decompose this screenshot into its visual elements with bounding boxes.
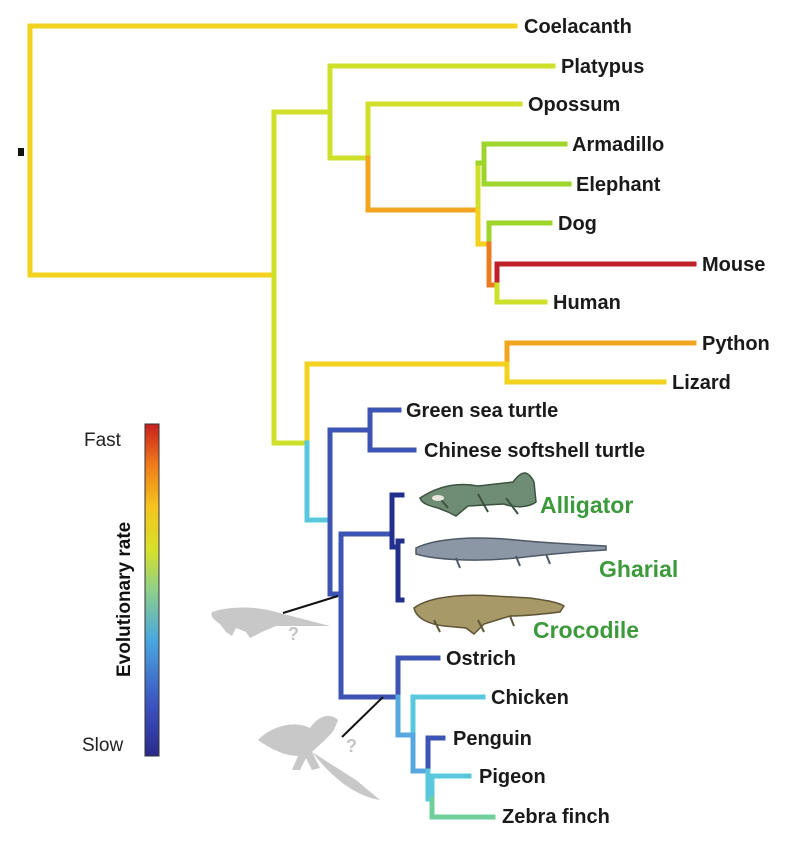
- taxon-label-chinese-softshell-turtle: Chinese softshell turtle: [424, 440, 645, 462]
- branch-green-sea-turtle: [367, 407, 402, 433]
- taxon-label-python: Python: [702, 333, 770, 355]
- taxon-label-alligator: Alligator: [540, 492, 633, 518]
- taxon-label-armadillo: Armadillo: [572, 134, 664, 156]
- branch-therian-lower: [365, 155, 481, 213]
- taxon-label-chicken: Chicken: [491, 687, 569, 709]
- early-archosaur-pointer-line: [282, 595, 339, 614]
- legend-slow-label: Slow: [82, 735, 123, 756]
- branch-sauropsid-lower: [304, 440, 333, 523]
- branch-neoaves-upper: [410, 694, 486, 738]
- branch-bird-stem: [338, 591, 401, 700]
- alligator-image: [419, 472, 537, 517]
- branch-human: [494, 282, 548, 305]
- taxon-label-opossum: Opossum: [528, 94, 620, 116]
- branch-lizard: [504, 361, 667, 385]
- branch-neognath: [395, 694, 416, 738]
- crocodile-image: [413, 594, 566, 635]
- branch-xenarthra-node: [475, 141, 487, 166]
- branch-squamate-upper: [504, 340, 697, 367]
- branch-pigeon: [429, 773, 472, 802]
- branch-archosaur-stem: [327, 517, 344, 597]
- taxon-label-gharial: Gharial: [599, 556, 678, 582]
- taxon-label-elephant: Elephant: [576, 174, 661, 196]
- taxon-label-human: Human: [553, 292, 621, 314]
- tree-branches: [27, 23, 697, 820]
- taxon-labels: Coelacanth Platypus Opossum Armadillo El…: [406, 16, 770, 828]
- branch-sauropsid-upper: [304, 361, 510, 446]
- branch-zebra-finch: [429, 796, 496, 820]
- taxon-label-coelacanth: Coelacanth: [524, 16, 632, 38]
- taxon-label-pigeon: Pigeon: [479, 766, 546, 788]
- taxon-label-zebra-finch: Zebra finch: [502, 806, 610, 828]
- branch-chinese-softshell: [367, 427, 417, 453]
- branch-neoaves-lower: [410, 732, 431, 774]
- branch-ostrich: [395, 655, 441, 700]
- branch-boreo-stem: [475, 207, 492, 247]
- taxon-label-lizard: Lizard: [672, 372, 731, 394]
- rate-color-bar: [144, 423, 160, 757]
- gharial-image: [415, 537, 607, 569]
- taxon-label-green-sea-turtle: Green sea turtle: [406, 400, 558, 422]
- taxon-label-penguin: Penguin: [453, 728, 532, 750]
- archaeopteryx-question-mark: ?: [346, 736, 357, 756]
- taxon-label-ostrich: Ostrich: [446, 648, 516, 670]
- archaeopteryx-pointer-line: [341, 696, 384, 738]
- early-archosaur-silhouette: ?: [211, 595, 339, 644]
- branch-penguin: [425, 735, 446, 774]
- branch-tetrapod-upper: [271, 109, 333, 278]
- branch-turtle-stem: [327, 427, 373, 523]
- early-archosaur-question-mark: ?: [288, 624, 299, 644]
- rate-legend: Fast Slow Evolutionary rate: [82, 423, 160, 757]
- root-marker: [18, 148, 24, 156]
- branch-boreo-lower: [486, 241, 500, 288]
- legend-title: Evolutionary rate: [114, 522, 135, 677]
- branch-croc-stem: [338, 531, 395, 597]
- branch-crocodile: [395, 544, 405, 603]
- archaeopteryx-silhouette: ?: [258, 696, 384, 800]
- branch-mouse: [494, 261, 697, 288]
- taxon-label-platypus: Platypus: [561, 56, 644, 78]
- legend-fast-label: Fast: [84, 430, 122, 451]
- taxon-label-dog: Dog: [558, 213, 597, 235]
- taxon-label-crocodile: Crocodile: [533, 617, 639, 643]
- taxon-label-mouse: Mouse: [702, 254, 765, 276]
- branch-tetrapod-lower: [271, 272, 310, 446]
